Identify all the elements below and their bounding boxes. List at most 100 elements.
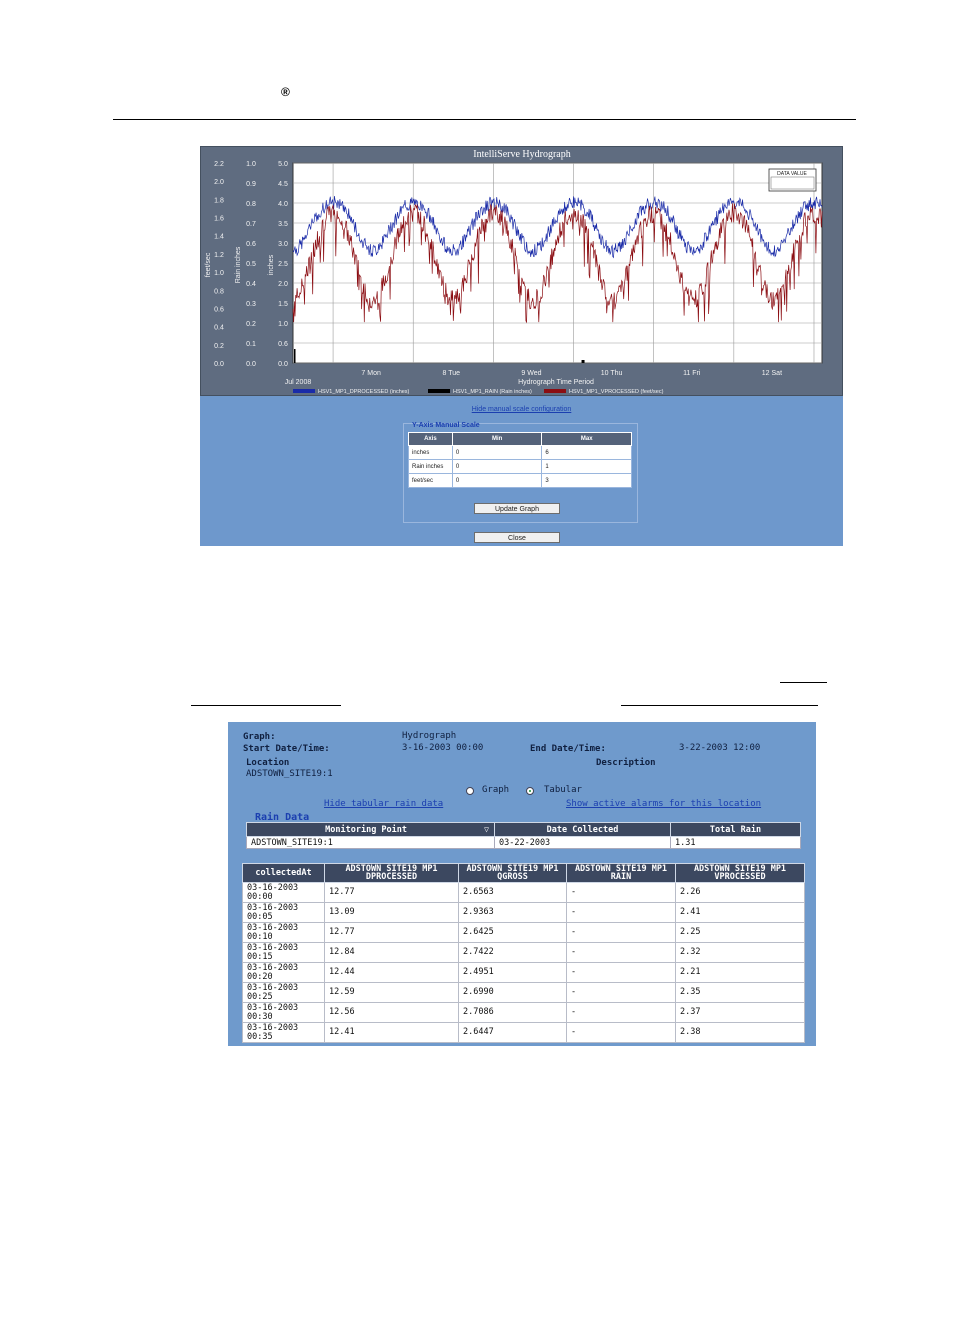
total-rain-header[interactable]: Total Rain — [670, 822, 801, 837]
y-tick-label: 1.4 — [214, 234, 224, 241]
dprocessed-cell: 13.09 — [324, 902, 459, 923]
rain-cell: - — [566, 902, 676, 923]
location-label: Location — [246, 758, 290, 768]
y-tick-label: 0.4 — [246, 281, 256, 288]
show-alarms-link[interactable]: Show active alarms for this location — [566, 799, 762, 809]
table-row: 03-16-2003 00:10 12.77 2.6425-2.25 — [242, 922, 805, 943]
vprocessed-cell: 2.35 — [675, 982, 805, 1003]
y-tick-label: 4.5 — [278, 181, 288, 188]
graph-label: Graph: — [243, 732, 276, 742]
y-tick-label: 1.0 — [214, 270, 224, 277]
y-tick-label: 3.0 — [278, 241, 288, 248]
y-tick-label: 0.4 — [214, 325, 224, 332]
update-graph-button[interactable]: Update Graph — [474, 503, 560, 514]
hydrograph-screenshot: IntelliServe Hydrograph 0.0 0.2 0.4 0.6 0.8 1.… — [200, 146, 843, 546]
hide-rain-data-link[interactable]: Hide tabular rain data — [324, 799, 444, 809]
scale-panel-title: Y-Axis Manual Scale — [412, 422, 480, 429]
rain-cell: - — [566, 922, 676, 943]
collected-at-cell: 03-16-2003 00:00 — [242, 882, 325, 903]
y-tick-label: 0.8 — [246, 201, 256, 208]
hide-scale-config-link[interactable]: Hide manual scale configuration — [471, 406, 572, 413]
y-tick-label: 1.2 — [214, 252, 224, 259]
y-tick-label: 1.5 — [278, 301, 288, 308]
x-tick-label: 7 Mon — [361, 370, 381, 377]
rain-table-header: Monitoring Point ▽ Date Collected Total R… — [246, 822, 801, 837]
legend-item: HSV1_MP1_VPROCESSED (feet/sec) — [569, 389, 664, 395]
rain-cell: - — [566, 982, 676, 1003]
qgross-cell: 2.9363 — [458, 902, 567, 923]
rain-cell: - — [566, 1002, 676, 1023]
location-value: ADSTOWN_SITE19:1 — [246, 769, 333, 779]
y-tick-label: 0.3 — [246, 301, 256, 308]
y-tick-label: 2.2 — [214, 161, 224, 168]
qgross-header[interactable]: ADSTOWN SITE19 MP1 QGROSS — [458, 863, 567, 883]
legend-swatch — [544, 389, 566, 393]
scale-axis-name: feet/sec — [408, 473, 453, 488]
scale-min-input[interactable]: 0 — [451, 459, 543, 474]
vprocessed-cell: 2.32 — [675, 942, 805, 963]
scale-axis-name: inches — [408, 445, 453, 460]
rain-total-cell: 1.31 — [670, 836, 801, 849]
scale-row-rain-inches: Rain inches 0 1 — [408, 459, 632, 474]
scale-header-axis: Axis — [408, 432, 453, 446]
legend-swatch — [293, 389, 315, 393]
legend-swatch — [428, 389, 450, 393]
vprocessed-cell: 2.37 — [675, 1002, 805, 1023]
rain-cell: - — [566, 942, 676, 963]
y-tick-label: 4.0 — [278, 201, 288, 208]
y-tick-label: 1.6 — [214, 216, 224, 223]
y-tick-label: 3.5 — [278, 221, 288, 228]
filter-icon[interactable]: ▽ — [484, 824, 489, 834]
monitoring-point-header[interactable]: Monitoring Point ▽ — [246, 822, 495, 837]
dprocessed-cell: 12.59 — [324, 982, 459, 1003]
scale-max-input[interactable]: 3 — [541, 473, 632, 488]
scale-max-input[interactable]: 1 — [541, 459, 632, 474]
rain-date-cell: 03-22-2003 — [494, 836, 671, 849]
y-tick-label: 0.6 — [214, 306, 224, 313]
dprocessed-header[interactable]: ADSTOWN SITE19 MP1 DPROCESSED — [324, 863, 459, 883]
y-axis-manual-scale-panel: Y-Axis Manual Scale Axis Min Max inches … — [403, 422, 638, 523]
y-tick-label: 0.7 — [246, 221, 256, 228]
underline-mark — [191, 705, 341, 706]
scale-axis-name: Rain inches — [408, 459, 453, 474]
rain-cell: - — [566, 962, 676, 983]
collected-at-cell: 03-16-2003 00:15 — [242, 942, 325, 963]
table-row: 03-16-2003 00:20 12.44 2.4951-2.21 — [242, 962, 805, 983]
y-tick-label: 1.8 — [214, 197, 224, 204]
y-tick-label: 0.8 — [214, 288, 224, 295]
scale-min-input[interactable]: 0 — [451, 445, 543, 460]
vprocessed-header[interactable]: ADSTOWN SITE19 MP1 VPROCESSED — [675, 863, 805, 883]
scale-row-feet-sec: feet/sec 0 3 — [408, 473, 632, 488]
collected-at-header[interactable]: collectedAt — [242, 863, 325, 883]
series-vprocessed-line — [292, 203, 823, 324]
scale-header-min: Min — [451, 432, 543, 446]
date-collected-header[interactable]: Date Collected — [494, 822, 671, 837]
collected-at-cell: 03-16-2003 00:35 — [242, 1022, 325, 1043]
table-row: 03-16-2003 00:25 12.59 2.6990-2.35 — [242, 982, 805, 1003]
y-tick-label: 0.0 — [246, 361, 256, 368]
end-date-value: 3-22-2003 12:00 — [679, 743, 761, 753]
y-tick-label: 5.0 — [278, 161, 288, 168]
rain-header[interactable]: ADSTOWN SITE19 MP1 RAIN — [566, 863, 676, 883]
start-date-value: 3-16-2003 00:00 — [402, 743, 484, 753]
rain-mark — [294, 349, 296, 363]
y-tick-label: 0.0 — [214, 361, 224, 368]
rain-data-table: Monitoring Point ▽ Date Collected Total R… — [246, 822, 801, 849]
scale-max-input[interactable]: 6 — [541, 445, 632, 460]
collected-at-cell: 03-16-2003 00:30 — [242, 1002, 325, 1023]
header-rule — [113, 119, 856, 120]
dprocessed-cell: 12.84 — [324, 942, 459, 963]
graph-radio-label: Graph — [482, 785, 510, 795]
tabular-radio[interactable] — [526, 787, 534, 795]
underline-mark — [780, 682, 827, 683]
dprocessed-cell: 12.44 — [324, 962, 459, 983]
legend-item: HSV1_MP1_DPROCESSED (inches) — [318, 389, 410, 395]
graph-radio[interactable] — [466, 787, 474, 795]
y-tick-label: 1.0 — [278, 321, 288, 328]
scale-min-input[interactable]: 0 — [451, 473, 543, 488]
table-row: 03-16-2003 00:05 13.09 2.9363-2.41 — [242, 902, 805, 923]
vprocessed-cell: 2.38 — [675, 1022, 805, 1043]
close-button[interactable]: Close — [474, 532, 560, 543]
data-table-header: collectedAt ADSTOWN SITE19 MP1 DPROCESSE… — [242, 863, 805, 883]
data-value-label: DATA VALUE — [777, 171, 807, 177]
